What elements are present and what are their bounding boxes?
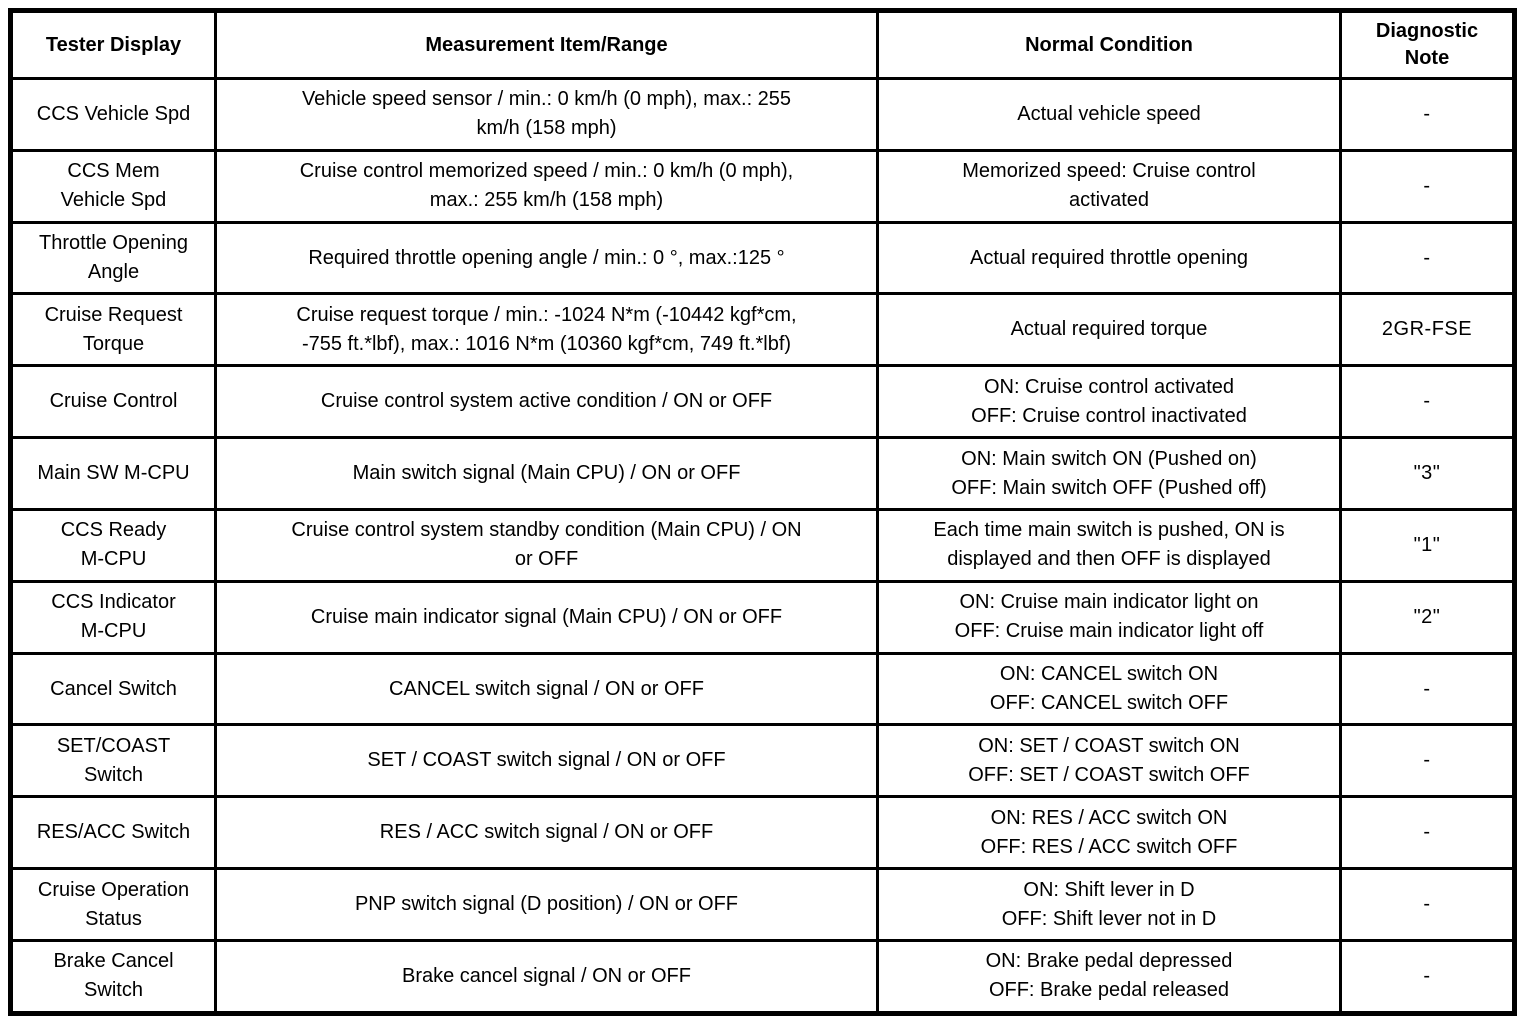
cell-normal-condition: ON: RES / ACC switch ON OFF: RES / ACC s… (876, 795, 1342, 871)
col-header-diagnostic-note: Diagnostic Note (1339, 9, 1516, 80)
cell-measurement-item-range: RES / ACC switch signal / ON or OFF (214, 795, 879, 871)
cell-diagnostic-note: 2GR-FSE (1339, 292, 1516, 368)
cell-diagnostic-note: - (1339, 148, 1516, 224)
cell-measurement-item-range: Cruise control system standby condition … (214, 507, 879, 583)
col-header-tester-display: Tester Display (9, 9, 217, 80)
cell-measurement-item-range: Cruise main indicator signal (Main CPU) … (214, 579, 879, 655)
cell-tester-display: Cruise Operation Status (9, 867, 217, 942)
cell-measurement-item-range: Vehicle speed sensor / min.: 0 km/h (0 m… (214, 77, 879, 152)
cell-normal-condition: Memorized speed: Cruise control activate… (876, 148, 1342, 224)
cell-normal-condition: Actual required torque (876, 292, 1342, 368)
cell-diagnostic-note: "2" (1339, 579, 1516, 655)
cell-diagnostic-note: - (1339, 867, 1516, 942)
cell-measurement-item-range: PNP switch signal (D position) / ON or O… (214, 867, 879, 942)
cell-normal-condition: ON: Shift lever in D OFF: Shift lever no… (876, 867, 1342, 942)
col-header-normal-condition: Normal Condition (876, 9, 1342, 80)
cell-diagnostic-note: - (1339, 220, 1516, 296)
cell-tester-display: Cancel Switch (9, 651, 217, 727)
cell-tester-display: CCS Indicator M-CPU (9, 579, 217, 655)
datalist-table: Tester Display Measurement Item/Range No… (8, 8, 1517, 1016)
cell-normal-condition: ON: CANCEL switch ON OFF: CANCEL switch … (876, 651, 1342, 727)
cell-diagnostic-note: "1" (1339, 507, 1516, 583)
cell-measurement-item-range: Cruise control system active condition /… (214, 364, 879, 440)
cell-normal-condition: ON: SET / COAST switch ON OFF: SET / COA… (876, 723, 1342, 799)
table-row: SET/COAST Switch SET / COAST switch sign… (9, 723, 1516, 799)
table-row: Cruise Control Cruise control system act… (9, 364, 1516, 440)
cell-measurement-item-range: Required throttle opening angle / min.: … (214, 220, 879, 296)
cell-measurement-item-range: Cruise request torque / min.: -1024 N*m … (214, 292, 879, 368)
cell-diagnostic-note: "3" (1339, 436, 1516, 511)
table-row: Cruise Request Torque Cruise request tor… (9, 292, 1516, 368)
cell-diagnostic-note: - (1339, 795, 1516, 871)
cell-normal-condition: ON: Brake pedal depressed OFF: Brake ped… (876, 938, 1342, 1016)
cell-diagnostic-note: - (1339, 723, 1516, 799)
cell-normal-condition: Each time main switch is pushed, ON is d… (876, 507, 1342, 583)
header-row: Tester Display Measurement Item/Range No… (9, 9, 1516, 80)
table-row: CCS Ready M-CPU Cruise control system st… (9, 507, 1516, 583)
cell-measurement-item-range: CANCEL switch signal / ON or OFF (214, 651, 879, 727)
cell-measurement-item-range: Cruise control memorized speed / min.: 0… (214, 148, 879, 224)
cell-diagnostic-note: - (1339, 938, 1516, 1016)
cell-normal-condition: Actual required throttle opening (876, 220, 1342, 296)
table-row: Cancel Switch CANCEL switch signal / ON … (9, 651, 1516, 727)
cell-normal-condition: ON: Main switch ON (Pushed on) OFF: Main… (876, 436, 1342, 511)
cell-tester-display: SET/COAST Switch (9, 723, 217, 799)
table-row: Throttle Opening Angle Required throttle… (9, 220, 1516, 296)
cell-diagnostic-note: - (1339, 364, 1516, 440)
col-header-measurement-item-range: Measurement Item/Range (214, 9, 879, 80)
cell-tester-display: CCS Vehicle Spd (9, 77, 217, 152)
table-row: CCS Vehicle Spd Vehicle speed sensor / m… (9, 77, 1516, 152)
table-row: RES/ACC Switch RES / ACC switch signal /… (9, 795, 1516, 871)
cell-measurement-item-range: Main switch signal (Main CPU) / ON or OF… (214, 436, 879, 511)
cell-diagnostic-note: - (1339, 651, 1516, 727)
cell-tester-display: Throttle Opening Angle (9, 220, 217, 296)
table-row: Main SW M-CPU Main switch signal (Main C… (9, 436, 1516, 511)
table-row: CCS Mem Vehicle Spd Cruise control memor… (9, 148, 1516, 224)
cell-normal-condition: ON: Cruise main indicator light on OFF: … (876, 579, 1342, 655)
cell-normal-condition: ON: Cruise control activated OFF: Cruise… (876, 364, 1342, 440)
table-row: Brake Cancel Switch Brake cancel signal … (9, 938, 1516, 1016)
table-row: CCS Indicator M-CPU Cruise main indicato… (9, 579, 1516, 655)
cell-tester-display: Cruise Request Torque (9, 292, 217, 368)
cell-tester-display: RES/ACC Switch (9, 795, 217, 871)
cell-normal-condition: Actual vehicle speed (876, 77, 1342, 152)
cell-tester-display: CCS Ready M-CPU (9, 507, 217, 583)
table-row: Cruise Operation Status PNP switch signa… (9, 867, 1516, 942)
cell-tester-display: Brake Cancel Switch (9, 938, 217, 1016)
cell-tester-display: Main SW M-CPU (9, 436, 217, 511)
cell-diagnostic-note: - (1339, 77, 1516, 152)
cell-measurement-item-range: SET / COAST switch signal / ON or OFF (214, 723, 879, 799)
cell-tester-display: Cruise Control (9, 364, 217, 440)
cell-tester-display: CCS Mem Vehicle Spd (9, 148, 217, 224)
cell-measurement-item-range: Brake cancel signal / ON or OFF (214, 938, 879, 1016)
